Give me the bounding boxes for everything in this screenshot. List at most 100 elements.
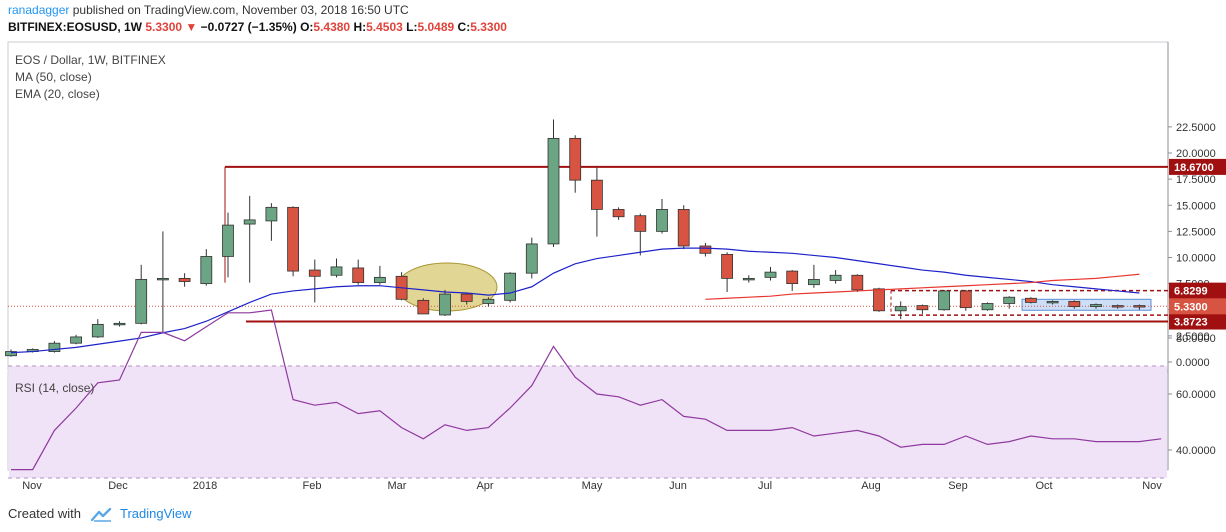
candle-body (981, 303, 994, 311)
candle (200, 249, 213, 286)
time-axis-label: Nov (22, 480, 42, 492)
candle (851, 274, 864, 292)
candle-body (1025, 297, 1037, 303)
candle-body (851, 274, 864, 291)
candle (265, 203, 278, 241)
candle-body (764, 271, 777, 278)
publish-info: ranadagger published on TradingView.com,… (8, 3, 409, 17)
rsi-band (9, 366, 1167, 478)
candle (5, 349, 17, 357)
price-axis-label: 2.5000 (1176, 331, 1210, 343)
candle (1111, 304, 1124, 309)
candle-body (243, 219, 256, 225)
candle (742, 275, 755, 283)
candle (938, 289, 950, 311)
candle-body (135, 279, 148, 324)
price-axis-label: 15.0000 (1176, 200, 1216, 212)
candle (308, 259, 321, 303)
ohlc-low-label: L: (406, 20, 418, 34)
candle (1025, 297, 1037, 304)
candle (873, 287, 885, 312)
tradingview-brand[interactable]: TradingView (120, 506, 192, 521)
candle (894, 301, 907, 320)
time-axis-label: Oct (1035, 480, 1052, 492)
candle (243, 195, 256, 283)
chart-title: EOS / Dollar, 1W, BITFINEX (15, 53, 166, 67)
candle-body (829, 274, 842, 281)
candle (656, 198, 668, 234)
candle-body (200, 256, 213, 285)
ohlc-high-label: H: (353, 20, 367, 34)
time-axis-label: Nov (1142, 480, 1162, 492)
rsi-line (11, 309, 1162, 471)
candle (1068, 300, 1081, 309)
candle-body (547, 137, 560, 245)
level-label-text: 6.8299 (1174, 286, 1208, 298)
time-axis-label: 2018 (193, 480, 217, 492)
price-axis-label: 17.5000 (1176, 174, 1216, 186)
candle-body (460, 293, 473, 302)
candle-body (742, 277, 755, 281)
candle-body (1133, 305, 1146, 308)
candle-body (656, 209, 668, 232)
candle-body (417, 299, 430, 315)
candle (959, 289, 972, 311)
candle (135, 264, 148, 325)
candle (699, 242, 712, 257)
candle-body (287, 206, 300, 272)
candle-body (352, 267, 365, 283)
level-label-text: 3.8723 (1174, 317, 1208, 329)
ohlc-high: 5.4503 (366, 20, 403, 34)
candle (786, 270, 799, 291)
candle (612, 207, 625, 220)
candle (70, 334, 82, 345)
candle-body (504, 272, 517, 301)
candle-body (873, 288, 885, 312)
candle-body (1111, 305, 1124, 308)
candle (1133, 304, 1146, 310)
candle-body (916, 305, 929, 311)
down-arrow-icon: ▼ (185, 20, 198, 34)
time-axis-label: Sep (948, 480, 968, 492)
candle-body (525, 243, 538, 274)
author-name[interactable]: ranadagger (8, 3, 70, 17)
candle-body (439, 293, 451, 316)
rsi-axis-label: 60.0000 (1176, 389, 1216, 401)
candle (91, 319, 104, 338)
candle (808, 264, 820, 288)
time-axis-label: Dec (108, 480, 128, 492)
time-axis-label: Jun (669, 480, 687, 492)
candle-body (373, 276, 386, 283)
candle-body (894, 306, 907, 312)
ma-legend: MA (50, close) (15, 70, 92, 84)
price-axis-label: 12.5000 (1176, 226, 1216, 238)
candle (287, 206, 300, 277)
rsi-axis-label: 80.0000 (1176, 333, 1216, 345)
candle (829, 270, 842, 284)
ema20-line (10, 247, 1140, 354)
last-price-label-box (1169, 298, 1226, 315)
candle-body (265, 206, 278, 222)
candle-body (91, 323, 104, 338)
level-label-box (1169, 158, 1226, 175)
candle-body (70, 336, 82, 344)
candle (222, 212, 234, 278)
candle (721, 252, 733, 292)
last-price-label: 5.3300 (1174, 301, 1208, 313)
ohlc-close: 5.3300 (470, 20, 507, 34)
candle-body (959, 290, 972, 309)
candle (330, 258, 343, 278)
candle (482, 297, 495, 307)
candle (460, 293, 473, 305)
candle-body (156, 277, 169, 281)
candle-body (1068, 300, 1081, 308)
candle-body (808, 279, 820, 286)
candle (525, 237, 538, 279)
last-price: 5.3300 (145, 20, 183, 34)
candle (591, 167, 603, 237)
ohlc-open-label: O: (300, 20, 314, 34)
chart-canvas[interactable]: 0.00002.50005.00007.500010.000012.500015… (0, 0, 1226, 500)
candle (373, 265, 386, 285)
candle-body (612, 209, 625, 218)
candle-body (591, 179, 603, 210)
